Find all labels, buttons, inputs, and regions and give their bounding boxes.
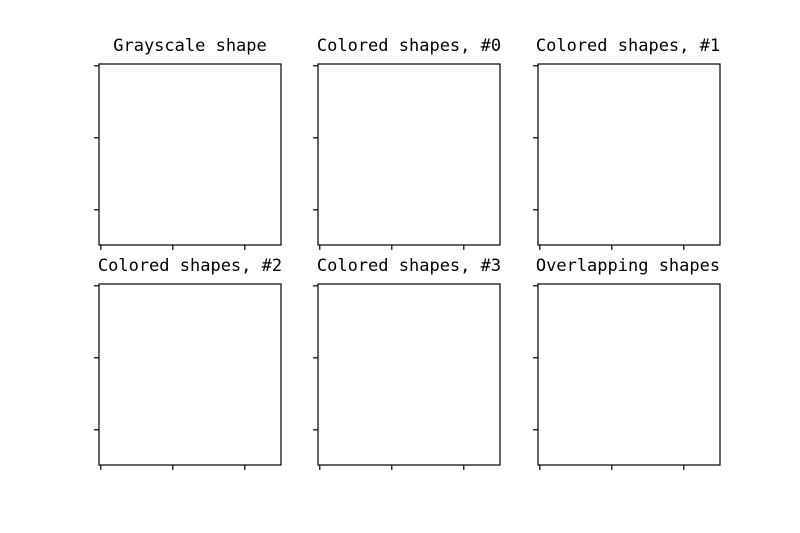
axes-frame: [317, 63, 501, 246]
axes-frame: [98, 283, 282, 466]
frames-group: [94, 63, 721, 470]
panel-title: Colored shapes, #0: [317, 36, 501, 56]
panel-title: Colored shapes, #3: [317, 256, 501, 276]
panel-title: Colored shapes, #1: [536, 36, 720, 56]
panel-title: Grayscale shape: [113, 36, 267, 56]
panel-title: Colored shapes, #2: [98, 256, 282, 276]
axes-frame: [537, 63, 721, 246]
axes-frame: [537, 283, 721, 466]
panel-title: Overlapping shapes: [536, 256, 720, 276]
axes-frame: [98, 63, 282, 246]
axes-frame: [317, 283, 501, 466]
